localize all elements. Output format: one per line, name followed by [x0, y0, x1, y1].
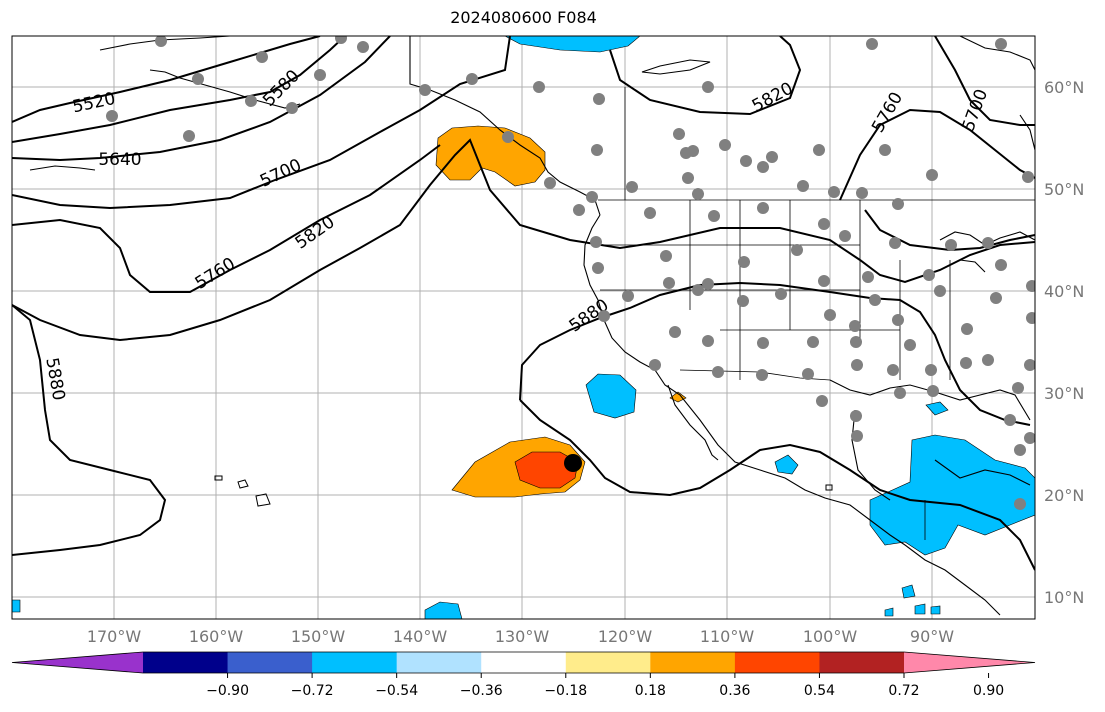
- negative-region-south-e: [914, 603, 926, 615]
- map-frame: [11, 35, 1036, 620]
- lon-label: 140°W: [393, 627, 448, 646]
- colorbar-extend-low: [12, 652, 143, 673]
- contour-5880-west: [12, 304, 167, 556]
- lon-label: 90°W: [910, 627, 954, 646]
- colorbar-tick-label: −0.54: [375, 683, 418, 699]
- lon-label: 160°W: [189, 627, 244, 646]
- colorbar-segment: [650, 652, 736, 673]
- lon-label: 170°W: [87, 627, 142, 646]
- map-title: 2024080600 F084: [450, 8, 597, 27]
- colorbar-tick-label: −0.90: [206, 683, 249, 699]
- negative-region-south-d: [901, 584, 916, 599]
- colorbar-segment: [143, 652, 229, 673]
- contour-5880-ridge: [519, 399, 1035, 571]
- contour-5760-east: [839, 108, 1035, 201]
- lon-label: 120°W: [598, 627, 653, 646]
- negative-region-south-f: [930, 605, 941, 615]
- colorbar-segment: [734, 652, 820, 673]
- station-markers: [106, 36, 1035, 510]
- colorbar-ticks: −0.90 −0.72 −0.54 −0.36 −0.18 0.18 0.36 0.54 0.7…: [206, 673, 1004, 699]
- colorbar-tick-label: 0.54: [804, 683, 835, 699]
- contour-5520: [12, 36, 321, 123]
- lat-label: 40°N: [1044, 282, 1084, 301]
- colorbar: [11, 651, 1036, 674]
- contour-5760: [12, 144, 441, 293]
- negative-region-south-a: [424, 601, 463, 619]
- negative-region-south-b: [12, 599, 21, 613]
- colorbar-tick-label: −0.36: [460, 683, 503, 699]
- negative-region-south-c: [884, 607, 894, 617]
- storm-center-marker: [564, 454, 582, 472]
- negative-region-central-america: [869, 434, 1035, 556]
- contour-5580: [12, 36, 346, 143]
- contour-5820-north: [609, 36, 802, 116]
- contour-5640: [12, 36, 391, 162]
- colorbar-tick-label: −0.72: [291, 683, 334, 699]
- contour-5880-east: [519, 281, 1031, 426]
- lat-label: 10°N: [1044, 588, 1084, 607]
- lon-label: 110°W: [700, 627, 755, 646]
- islands: [29, 165, 833, 507]
- latitude-labels: 60°N 50°N 40°N 30°N 20°N 10°N: [1044, 78, 1084, 607]
- lon-label: 130°W: [495, 627, 550, 646]
- map-panel: [12, 36, 1035, 619]
- contour-5700-east: [934, 36, 1035, 126]
- lat-label: 30°N: [1044, 384, 1084, 403]
- shaded-anomaly-regions: [12, 36, 1035, 619]
- strong-positive-core: [514, 451, 579, 489]
- colorbar-segment: [227, 652, 313, 673]
- lat-label: 60°N: [1044, 78, 1084, 97]
- lon-label: 150°W: [291, 627, 346, 646]
- contour-label: 5640: [98, 150, 141, 170]
- small-positive-baja: [669, 391, 687, 403]
- colorbar-tick-label: 0.18: [635, 683, 666, 699]
- negative-region-north: [504, 36, 641, 53]
- lat-label: 50°N: [1044, 180, 1084, 199]
- colorbar-segment: [819, 652, 905, 673]
- colorbar-outline: [11, 651, 1036, 674]
- positive-region-gulf-alaska: [435, 125, 546, 187]
- contour-5820: [12, 138, 1035, 342]
- colorbar-segment: [312, 652, 398, 673]
- colorbar-tick-label: 0.90: [973, 683, 1004, 699]
- colorbar-segment: [396, 652, 482, 673]
- colorbar-tick-label: 0.72: [888, 683, 919, 699]
- colorbar-segment: [481, 652, 567, 673]
- colorbar-segment: [565, 652, 651, 673]
- lat-label: 20°N: [1044, 486, 1084, 505]
- negative-region-offshore: [585, 373, 637, 419]
- lon-label: 100°W: [803, 627, 858, 646]
- negative-region-mexico: [774, 454, 799, 475]
- colorbar-tick-label: −0.18: [544, 683, 587, 699]
- negative-region-gulf: [925, 401, 949, 416]
- longitude-labels: 170°W 160°W 150°W 140°W 130°W 120°W 110°…: [87, 627, 954, 646]
- colorbar-tick-label: 0.36: [719, 683, 750, 699]
- colorbar-extend-high: [904, 652, 1035, 673]
